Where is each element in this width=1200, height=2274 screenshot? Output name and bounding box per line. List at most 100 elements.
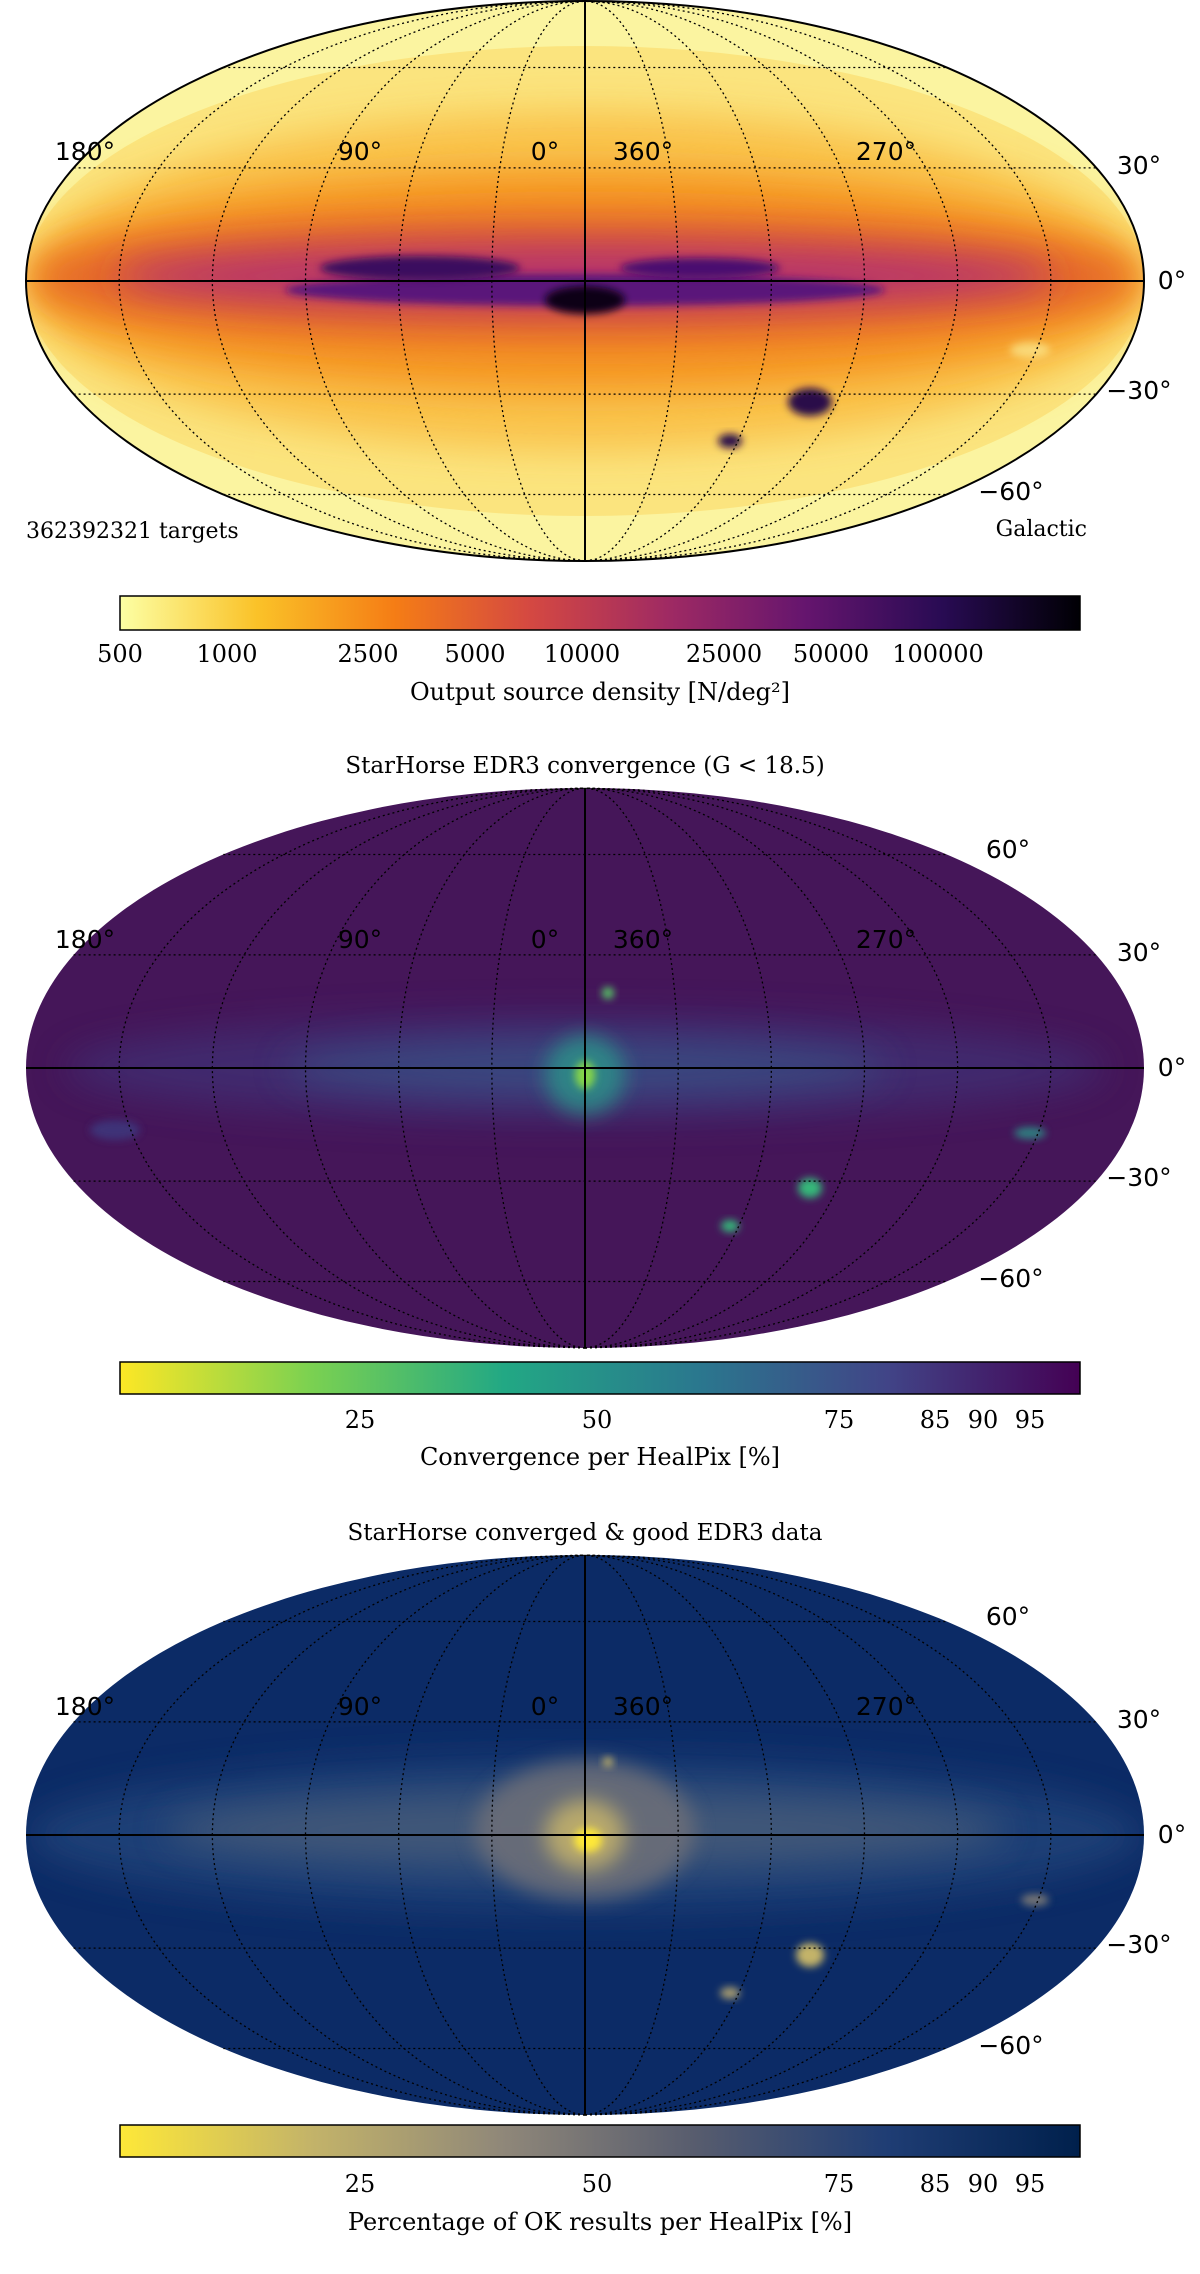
density-lat-labels: 30° 0° −30° −60° (978, 151, 1186, 506)
colorbar-tick-75: 75 (824, 2170, 855, 2198)
lon-label-90: 90° (338, 1692, 382, 1721)
meridian-line (584, 1554, 866, 2116)
good-results-colorbar-bar (119, 2124, 1081, 2158)
colorbar-tick-25: 25 (345, 1406, 376, 1434)
lon-label-180: 180° (55, 137, 115, 166)
lon-label-0: 0° (531, 925, 559, 954)
meridian-line (491, 0, 586, 562)
density-graticule (26, 0, 1144, 562)
convergence-colorbar-label: Convergence per HealPix [%] (420, 1443, 780, 1471)
colorbar-tick-85: 85 (920, 2170, 951, 2198)
lon-label-360: 360° (613, 1692, 673, 1721)
lat-label-0: 0° (1158, 1820, 1186, 1849)
good-results-colorbar-label: Percentage of OK results per HealPix [%] (348, 2208, 852, 2236)
lat-label-30: 30° (1117, 938, 1161, 967)
meridian-line (584, 0, 1052, 562)
lmc-density (788, 388, 832, 416)
colorbar-tick-90: 90 (968, 1406, 999, 1434)
lon-label-270: 270° (856, 1692, 916, 1721)
meridian-line (584, 1554, 679, 2116)
colorbar-tick-95: 95 (1015, 1406, 1046, 1434)
colorbar-tick-100000: 100000 (892, 640, 984, 668)
colorbar-tick-50: 50 (582, 1406, 613, 1434)
galactic-bulge-good-results (574, 1828, 602, 1852)
lat-label-60: 60° (986, 1602, 1030, 1631)
colorbar-tick-90: 90 (968, 2170, 999, 2198)
density-colorbar-label: Output source density [N/deg²] (410, 678, 790, 706)
good-results-colorbar-ticks: 25 50 75 85 90 95 (345, 2170, 1046, 2198)
meridian-line (491, 787, 586, 1349)
lat-label-minus-60: −60° (978, 2031, 1043, 2060)
convergence-colorbar: 25 50 75 85 90 95 Convergence per HealPi… (119, 1361, 1081, 1471)
lat-label-30: 30° (1117, 151, 1161, 180)
convergence-graticule (26, 787, 1144, 1349)
meridian-line (491, 1554, 586, 2116)
lon-label-90: 90° (338, 137, 382, 166)
coordinate-system: Galactic (996, 517, 1087, 542)
good-results-lon-labels: 180° 90° 0° 360° 270° (55, 1692, 916, 1721)
colorbar-tick-500: 500 (97, 640, 143, 668)
convergence-colorbar-ticks: 25 50 75 85 90 95 (345, 1406, 1046, 1434)
convergence-colorbar-bar (119, 1361, 1081, 1395)
convergence-title: StarHorse EDR3 convergence (G < 18.5) (345, 753, 824, 779)
lat-label-30: 30° (1117, 1705, 1161, 1734)
meridian-line (584, 787, 959, 1349)
lat-label-60: 60° (986, 835, 1030, 864)
lon-label-180: 180° (55, 925, 115, 954)
colorbar-tick-10000: 10000 (544, 640, 620, 668)
convergence-lon-labels: 180° 90° 0° 360° 270° (55, 925, 916, 954)
smc-convergence (721, 1220, 739, 1232)
lon-label-0: 0° (531, 1692, 559, 1721)
colorbar-tick-25000: 25000 (686, 640, 762, 668)
meridian-line (584, 787, 679, 1349)
lon-label-90: 90° (338, 925, 382, 954)
density-colorbar: 500 1000 2500 5000 10000 25000 50000 100… (97, 595, 1081, 706)
meridian-line (584, 0, 866, 562)
colorbar-tick-50: 50 (582, 2170, 613, 2198)
good-results-lat-labels: 60° 30° 0° −30° −60° (978, 1602, 1186, 2060)
meridian-line (584, 1554, 959, 2116)
meridian-line (584, 0, 679, 562)
colorbar-tick-25: 25 (345, 2170, 376, 2198)
lat-label-minus-60: −60° (978, 477, 1043, 506)
lon-label-180: 180° (55, 1692, 115, 1721)
colorbar-tick-1000: 1000 (196, 640, 257, 668)
meridian-line (584, 1554, 1052, 2116)
good-results-colorbar: 25 50 75 85 90 95 Percentage of OK resul… (119, 2124, 1081, 2236)
colorbar-tick-85: 85 (920, 1406, 951, 1434)
lon-label-270: 270° (856, 137, 916, 166)
lon-label-0: 0° (531, 137, 559, 166)
convergence-map: 180° 90° 0° 360° 270° 60° 30° 0° −30° −6… (26, 787, 1186, 1349)
good-results-graticule (26, 1554, 1144, 2116)
meridian-line (584, 787, 866, 1349)
density-colorbar-bar (119, 595, 1081, 631)
density-colorbar-ticks: 500 1000 2500 5000 10000 25000 50000 100… (97, 640, 984, 668)
colorbar-tick-50000: 50000 (793, 640, 869, 668)
lat-label-minus-30: −30° (1106, 1930, 1171, 1959)
lmc-convergence (798, 1178, 822, 1198)
lat-label-minus-60: −60° (978, 1264, 1043, 1293)
meridian-line (584, 787, 1052, 1349)
lat-label-minus-30: −30° (1106, 376, 1171, 405)
convergence-lat-labels: 60° 30° 0° −30° −60° (978, 835, 1186, 1293)
colorbar-tick-75: 75 (824, 1406, 855, 1434)
colorbar-tick-2500: 2500 (337, 640, 398, 668)
colorbar-tick-95: 95 (1015, 2170, 1046, 2198)
meridian-line (584, 0, 959, 562)
good-results-map: 180° 90° 0° 360° 270° 60° 30° 0° −30° −6… (26, 1554, 1186, 2116)
density-map: 180° 90° 0° 360° 270° 30° 0° −30° −60° 3… (25, 0, 1186, 562)
lon-label-360: 360° (613, 137, 673, 166)
lat-label-0: 0° (1158, 266, 1186, 295)
lmc-good-results (796, 1943, 824, 1967)
lon-label-360: 360° (613, 925, 673, 954)
target-count: 362392321 targets (26, 519, 239, 544)
density-lon-labels: 180° 90° 0° 360° 270° (55, 137, 916, 166)
colorbar-tick-5000: 5000 (444, 640, 505, 668)
lat-label-minus-30: −30° (1106, 1163, 1171, 1192)
lon-label-270: 270° (856, 925, 916, 954)
smc-good-results (720, 1987, 740, 1999)
lat-label-0: 0° (1158, 1053, 1186, 1082)
good-results-title: StarHorse converged & good EDR3 data (348, 1520, 823, 1546)
